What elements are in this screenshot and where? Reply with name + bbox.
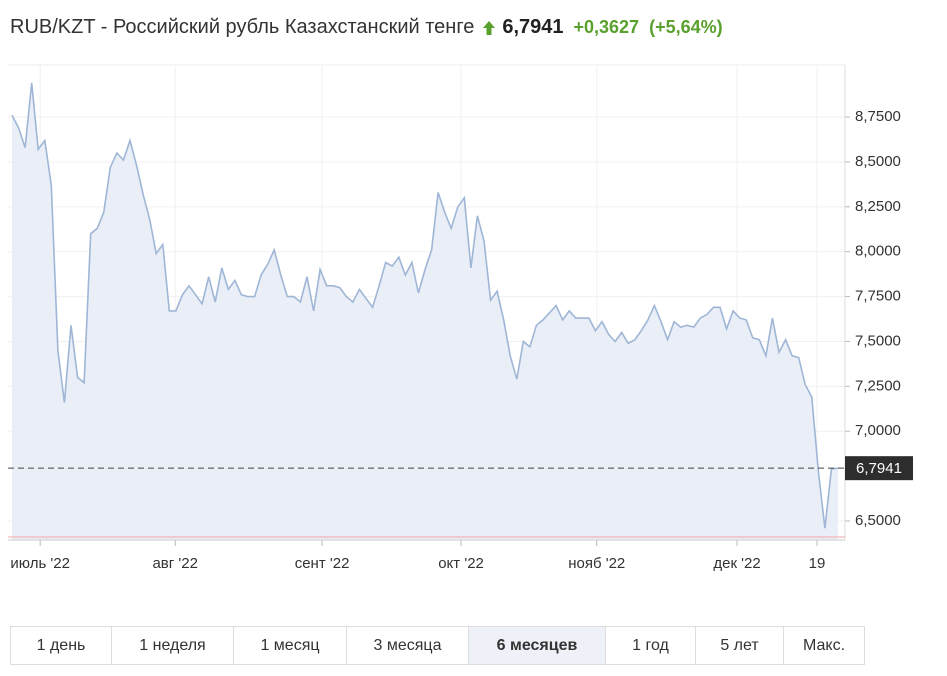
period-button[interactable]: 1 день [11,627,112,664]
y-tick-label: 6,5000 [855,512,901,529]
x-tick-label: сент '22 [295,555,350,572]
y-tick-label: 8,2500 [855,198,901,215]
period-button[interactable]: 1 неделя [112,627,234,664]
last-price: 6,7941 [502,16,564,38]
up-arrow [483,20,496,35]
header: RUB/KZT - Российский рубль Казахстанский… [10,16,723,39]
line [11,82,839,529]
x-tick-label: 19 [809,555,826,572]
y-tick-label: 7,2500 [855,377,901,394]
change-pct: (+5,64%) [649,17,723,37]
y-tick-label: 8,0000 [855,243,901,260]
y-tick-label: 7,0000 [855,422,901,439]
y-tick-label: 7,5000 [855,332,901,349]
period-button[interactable]: 5 лет [696,627,784,664]
x-tick-label: окт '22 [438,555,484,572]
area [12,83,838,540]
x-tick-label: авг '22 [152,555,198,572]
period-button[interactable]: Макс. [802,636,846,654]
x-tick-label: дек '22 [713,555,760,572]
x-tick-label: нояб '22 [568,555,625,572]
period-button[interactable]: 1 год [606,627,696,664]
change: +0,3627 [573,17,640,37]
last-value-box [845,456,913,481]
y-tick-label: 7,7500 [855,288,901,305]
title: RUB/KZT - Российский рубль Казахстанский… [10,16,475,38]
x-tick-label: июль '22 [10,555,70,572]
period-button[interactable]: 1 месяц [234,627,347,664]
period-button[interactable]: 6 месяцев [469,627,606,664]
period-button[interactable]: 3 месяца [347,627,469,664]
y-tick-label: 8,5000 [855,153,901,170]
last-value-label: 6,7941 [856,460,902,477]
period-selector: 1 день 1 неделя 1 месяц 3 месяца 6 месяцев 1 … [10,626,865,665]
y-tick-label: 8,7500 [855,108,901,125]
chart: 6,5000 7,0000 7,2500 7,5000 7,7500 8,0000 8,25… [8,64,913,572]
